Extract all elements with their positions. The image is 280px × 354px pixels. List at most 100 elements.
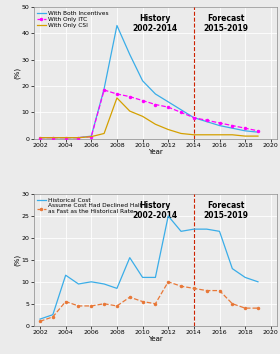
Assume Cost Had Declined Half
as Fast as the Historical Rate xyxy=(128,295,131,299)
With Both Incentives xyxy=(231,126,234,130)
With Only CSI xyxy=(141,114,144,119)
Historical Cost xyxy=(38,317,42,321)
With Only CSI xyxy=(256,134,260,138)
With Both Incentives xyxy=(205,120,208,124)
With Both Incentives xyxy=(38,136,42,140)
With Only CSI xyxy=(64,136,67,140)
With Both Incentives xyxy=(218,124,221,128)
Text: Forecast
2015-2019: Forecast 2015-2019 xyxy=(203,201,248,220)
With Only CSI xyxy=(179,131,183,136)
With Both Incentives xyxy=(128,52,131,57)
Historical Cost xyxy=(205,227,208,231)
With Only ITC xyxy=(231,124,234,128)
With Only ITC xyxy=(256,129,260,133)
X-axis label: Year: Year xyxy=(148,336,163,342)
Y-axis label: (%): (%) xyxy=(14,254,20,266)
Assume Cost Had Declined Half
as Fast as the Historical Rate xyxy=(64,299,67,304)
With Only ITC xyxy=(64,136,67,140)
With Both Incentives xyxy=(167,100,170,104)
With Only CSI xyxy=(102,131,106,136)
With Only CSI xyxy=(128,109,131,113)
With Both Incentives xyxy=(154,92,157,96)
Line: With Only CSI: With Only CSI xyxy=(40,98,258,138)
Historical Cost xyxy=(115,286,119,291)
With Only CSI xyxy=(90,135,93,139)
With Only ITC xyxy=(77,136,80,140)
Historical Cost xyxy=(77,282,80,286)
Assume Cost Had Declined Half
as Fast as the Historical Rate xyxy=(192,286,195,291)
With Both Incentives xyxy=(244,129,247,133)
X-axis label: Year: Year xyxy=(148,149,163,155)
Assume Cost Had Declined Half
as Fast as the Historical Rate xyxy=(179,284,183,288)
With Only ITC xyxy=(102,88,106,92)
With Only CSI xyxy=(231,133,234,137)
Assume Cost Had Declined Half
as Fast as the Historical Rate xyxy=(231,302,234,306)
Line: Assume Cost Had Declined Half
as Fast as the Historical Rate: Assume Cost Had Declined Half as Fast as… xyxy=(39,281,259,322)
Assume Cost Had Declined Half
as Fast as the Historical Rate xyxy=(256,306,260,310)
Historical Cost xyxy=(231,267,234,271)
Line: With Both Incentives: With Both Incentives xyxy=(40,25,258,138)
Historical Cost xyxy=(102,282,106,286)
With Only CSI xyxy=(38,136,42,140)
With Only ITC xyxy=(115,92,119,96)
Assume Cost Had Declined Half
as Fast as the Historical Rate xyxy=(102,302,106,306)
Assume Cost Had Declined Half
as Fast as the Historical Rate xyxy=(38,319,42,324)
Assume Cost Had Declined Half
as Fast as the Historical Rate xyxy=(167,280,170,284)
Assume Cost Had Declined Half
as Fast as the Historical Rate xyxy=(154,302,157,306)
Assume Cost Had Declined Half
as Fast as the Historical Rate xyxy=(51,315,55,319)
Line: With Only ITC: With Only ITC xyxy=(39,89,259,139)
Y-axis label: (%): (%) xyxy=(14,67,20,79)
With Only ITC xyxy=(90,135,93,139)
Assume Cost Had Declined Half
as Fast as the Historical Rate xyxy=(205,289,208,293)
Assume Cost Had Declined Half
as Fast as the Historical Rate xyxy=(77,304,80,308)
With Only ITC xyxy=(167,105,170,109)
With Only ITC xyxy=(154,102,157,107)
Historical Cost xyxy=(90,280,93,284)
With Both Incentives xyxy=(141,79,144,83)
With Only ITC xyxy=(205,118,208,122)
With Only ITC xyxy=(38,136,42,140)
Historical Cost xyxy=(154,275,157,280)
With Both Incentives xyxy=(64,136,67,140)
Historical Cost xyxy=(167,214,170,218)
With Both Incentives xyxy=(179,108,183,112)
Historical Cost xyxy=(256,280,260,284)
Text: History
2002-2014: History 2002-2014 xyxy=(133,201,178,220)
Assume Cost Had Declined Half
as Fast as the Historical Rate xyxy=(90,304,93,308)
Historical Cost xyxy=(128,256,131,260)
With Only CSI xyxy=(192,133,195,137)
With Only ITC xyxy=(141,98,144,103)
With Both Incentives xyxy=(77,136,80,140)
Assume Cost Had Declined Half
as Fast as the Historical Rate xyxy=(141,299,144,304)
Legend: With Both Incentives, With Only ITC, With Only CSI: With Both Incentives, With Only ITC, Wit… xyxy=(36,10,109,28)
Historical Cost xyxy=(179,229,183,233)
Text: History
2002-2014: History 2002-2014 xyxy=(133,14,178,33)
With Both Incentives xyxy=(51,136,55,140)
With Both Incentives xyxy=(102,87,106,91)
With Only ITC xyxy=(218,121,221,125)
With Only ITC xyxy=(51,136,55,140)
Line: Historical Cost: Historical Cost xyxy=(40,216,258,319)
Historical Cost xyxy=(244,275,247,280)
With Only CSI xyxy=(244,134,247,138)
Historical Cost xyxy=(64,273,67,277)
With Only CSI xyxy=(218,133,221,137)
With Both Incentives xyxy=(192,115,195,120)
Legend: Historical Cost, Assume Cost Had Declined Half
as Fast as the Historical Rate: Historical Cost, Assume Cost Had Decline… xyxy=(36,197,142,215)
With Only CSI xyxy=(167,127,170,132)
Historical Cost xyxy=(141,275,144,280)
With Only CSI xyxy=(115,96,119,100)
With Only ITC xyxy=(128,95,131,99)
With Both Incentives xyxy=(90,134,93,138)
With Only ITC xyxy=(179,110,183,115)
With Only ITC xyxy=(192,115,195,120)
With Only CSI xyxy=(154,122,157,126)
Assume Cost Had Declined Half
as Fast as the Historical Rate xyxy=(218,289,221,293)
With Only CSI xyxy=(205,133,208,137)
With Only CSI xyxy=(77,136,80,140)
Text: Forecast
2015-2019: Forecast 2015-2019 xyxy=(203,14,248,33)
With Both Incentives xyxy=(115,23,119,28)
With Both Incentives xyxy=(256,130,260,134)
Historical Cost xyxy=(51,313,55,317)
Assume Cost Had Declined Half
as Fast as the Historical Rate xyxy=(244,306,247,310)
